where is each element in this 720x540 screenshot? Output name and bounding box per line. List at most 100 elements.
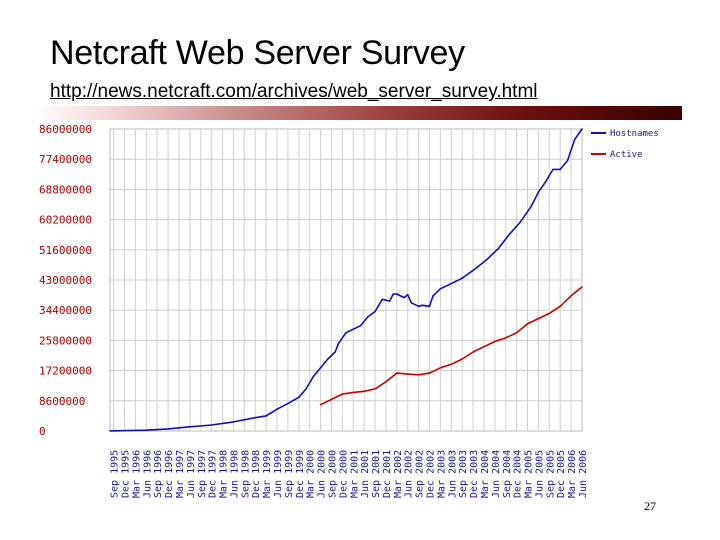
- data-point-hostnames: [232, 421, 235, 423]
- data-point-hostnames: [544, 180, 547, 183]
- data-point-hostnames: [475, 266, 478, 269]
- x-tick-label: Dec 2000: [338, 450, 349, 498]
- x-tick-label: Mar 2005: [524, 450, 535, 498]
- y-tick-label: 86000000: [39, 123, 92, 136]
- data-point-active: [494, 340, 496, 343]
- chart-grid: [109, 128, 583, 432]
- y-tick-label: 60200000: [39, 214, 92, 227]
- data-point-hostnames: [210, 424, 213, 426]
- data-point-hostnames: [552, 168, 554, 171]
- plot-border: [109, 128, 583, 432]
- x-tick-label: Jun 2006: [578, 450, 589, 498]
- x-tick-label: Dec 2004: [513, 450, 524, 498]
- data-point-hostnames: [145, 429, 148, 431]
- x-tick-label: Mar 2000: [306, 450, 317, 498]
- x-tick-label: Jun 2001: [360, 450, 371, 498]
- x-tick-label: Mar 1999: [262, 450, 273, 498]
- data-point-hostnames: [381, 298, 384, 301]
- x-tick-label: Sep 1998: [240, 450, 251, 498]
- data-point-hostnames: [461, 277, 463, 280]
- x-tick-label: Jun 2000: [317, 450, 328, 498]
- y-tick-label: 34400000: [39, 304, 92, 317]
- slide-title: Netcraft Web Server Survey: [50, 34, 465, 72]
- x-tick-label: Sep 2003: [458, 450, 469, 498]
- y-axis-ticks: 8600000077400000688000006020000051600000…: [39, 123, 92, 438]
- data-point-hostnames: [403, 296, 405, 299]
- x-tick-label: Dec 1995: [121, 450, 132, 498]
- data-point-hostnames: [421, 304, 424, 307]
- x-tick-label: Sep 1995: [110, 450, 121, 498]
- survey-url-link[interactable]: http://news.netcraft.com/archives/web_se…: [50, 81, 538, 102]
- data-point-active: [483, 345, 485, 348]
- x-tick-label: Mar 2003: [436, 450, 447, 498]
- x-tick-label: Sep 2000: [327, 450, 338, 498]
- x-tick-label: Mar 1998: [219, 450, 230, 498]
- x-tick-label: Sep 2004: [502, 450, 513, 498]
- x-tick-label: Jun 1997: [186, 450, 197, 498]
- y-tick-label: 68800000: [39, 183, 92, 196]
- y-tick-label: 51600000: [39, 244, 92, 257]
- data-point-hostnames: [337, 342, 340, 345]
- x-tick-label: Sep 2005: [545, 450, 556, 498]
- data-point-hostnames: [581, 128, 583, 130]
- x-tick-label: Mar 1996: [131, 450, 142, 498]
- data-point-hostnames: [573, 138, 576, 141]
- x-tick-label: Mar 2004: [480, 450, 491, 498]
- data-point-hostnames: [486, 258, 489, 260]
- data-point-hostnames: [468, 272, 471, 274]
- x-tick-label: Jun 2002: [404, 450, 415, 498]
- x-tick-label: Dec 2001: [382, 450, 393, 498]
- legend-label-active: Active: [610, 150, 643, 160]
- data-point-hostnames: [508, 233, 511, 236]
- data-point-active: [461, 358, 463, 360]
- data-point-hostnames: [319, 366, 322, 369]
- y-tick-label: 0: [39, 425, 46, 438]
- data-point-hostnames: [446, 284, 449, 287]
- x-tick-label: Mar 1997: [175, 450, 186, 498]
- x-tick-label: Mar 2001: [349, 450, 360, 498]
- data-point-hostnames: [287, 402, 289, 405]
- x-tick-label: Jun 1999: [273, 450, 284, 498]
- data-point-active: [537, 317, 540, 320]
- data-point-hostnames: [396, 293, 398, 295]
- data-point-hostnames: [327, 358, 329, 360]
- data-point-hostnames: [312, 375, 315, 378]
- data-point-hostnames: [366, 316, 369, 318]
- data-point-active: [385, 381, 387, 383]
- x-tick-label: Dec 2002: [426, 450, 437, 498]
- x-tick-label: Jun 2005: [534, 450, 545, 498]
- data-point-hostnames: [530, 205, 532, 208]
- chart-legend: Hostnames Active: [591, 129, 659, 160]
- y-tick-label: 25800000: [39, 334, 92, 347]
- x-tick-label: Dec 1998: [251, 450, 262, 498]
- data-point-hostnames: [497, 247, 500, 250]
- data-point-hostnames: [352, 328, 355, 330]
- data-point-hostnames: [392, 293, 395, 295]
- x-tick-label: Sep 1996: [153, 450, 164, 498]
- data-point-hostnames: [406, 293, 409, 296]
- data-point-hostnames: [298, 396, 300, 399]
- data-point-active: [428, 372, 431, 374]
- data-point-active: [526, 323, 529, 325]
- data-point-hostnames: [519, 221, 522, 223]
- data-point-hostnames: [428, 305, 431, 308]
- data-point-active: [363, 390, 365, 393]
- title-rule: [34, 106, 682, 120]
- data-point-active: [319, 403, 322, 406]
- data-point-hostnames: [410, 302, 413, 304]
- x-tick-label: Jun 1996: [142, 450, 153, 498]
- data-point-hostnames: [417, 305, 420, 308]
- x-tick-label: Sep 2002: [415, 450, 426, 498]
- data-point-hostnames: [254, 416, 257, 419]
- data-point-hostnames: [334, 351, 336, 353]
- data-point-hostnames: [432, 295, 434, 297]
- x-tick-label: Sep 2001: [371, 450, 382, 498]
- x-tick-label: Dec 1996: [164, 450, 175, 498]
- data-point-active: [439, 366, 442, 369]
- x-tick-label: Mar 2006: [567, 450, 578, 498]
- data-point-hostnames: [265, 415, 267, 417]
- x-tick-label: Jun 1998: [229, 450, 240, 498]
- data-point-hostnames: [559, 168, 562, 171]
- x-tick-label: Dec 1997: [208, 450, 219, 498]
